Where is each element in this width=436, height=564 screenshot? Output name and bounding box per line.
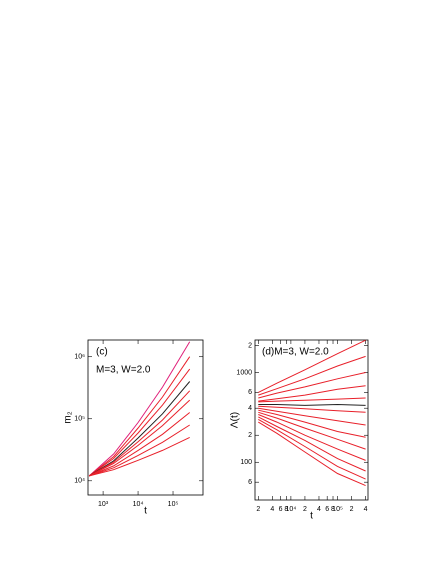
plot-frame xyxy=(87,339,204,496)
data-line xyxy=(258,418,366,480)
y-tick-label: 6 xyxy=(248,479,252,486)
x-tick-label: 4 xyxy=(364,506,368,513)
x-tick-label: 4 xyxy=(270,506,274,513)
y-axis-label: m₂ xyxy=(63,411,74,423)
data-line xyxy=(88,368,191,477)
y-tick-label: 10⁶ xyxy=(74,354,85,361)
x-tick-label: 2 xyxy=(350,506,354,513)
x-tick-label: 10⁵ xyxy=(332,506,343,513)
annotation: (d)M=3, W=2.0 xyxy=(262,347,329,358)
x-tick-label: 2 xyxy=(256,506,260,513)
x-tick-label: 8 xyxy=(284,506,288,513)
y-tick-label: 10⁵ xyxy=(74,416,85,423)
data-line xyxy=(258,416,366,472)
x-axis-label: t xyxy=(144,506,147,517)
x-tick-label: 2 xyxy=(303,506,307,513)
annotation: M=3, W=2.0 xyxy=(96,365,151,376)
data-line xyxy=(258,372,366,399)
x-tick-label: 10⁵ xyxy=(168,501,179,508)
data-line xyxy=(258,409,366,438)
y-tick-label: 2 xyxy=(248,342,252,349)
x-tick-label: 8 xyxy=(331,506,335,513)
data-line xyxy=(258,339,366,393)
data-line xyxy=(88,390,191,477)
x-tick-label: 4 xyxy=(317,506,321,513)
data-line xyxy=(89,436,190,477)
plot-frame xyxy=(254,339,369,501)
y-tick-label: 10⁴ xyxy=(74,478,85,485)
y-axis-label: Λ(t) xyxy=(230,412,241,428)
data-line xyxy=(258,414,366,461)
data-line xyxy=(258,355,366,396)
y-tick-label: 4 xyxy=(248,405,252,412)
data-line xyxy=(88,356,191,477)
data-line xyxy=(88,381,191,477)
x-tick-label: 10³ xyxy=(98,501,109,508)
x-tick-label: 10⁴ xyxy=(133,501,144,508)
data-line xyxy=(258,407,366,426)
x-axis-label: t xyxy=(310,511,313,522)
data-line xyxy=(258,403,366,406)
y-tick-label: 6 xyxy=(248,389,252,396)
data-line xyxy=(258,421,366,487)
data-line xyxy=(258,411,366,450)
data-line xyxy=(89,412,191,477)
y-tick-label: 2 xyxy=(248,432,252,439)
y-tick-label: 1000 xyxy=(236,369,252,376)
x-tick-label: 6 xyxy=(279,506,283,513)
x-tick-label: 10⁴ xyxy=(285,506,296,513)
data-line xyxy=(89,424,190,477)
data-line xyxy=(88,399,191,477)
data-line xyxy=(258,397,366,403)
data-line xyxy=(258,385,366,402)
y-tick-label: 100 xyxy=(240,459,252,466)
data-line xyxy=(258,405,366,413)
x-tick-label: 6 xyxy=(325,506,329,513)
panel-label: (c) xyxy=(96,347,108,358)
data-line xyxy=(88,341,191,477)
